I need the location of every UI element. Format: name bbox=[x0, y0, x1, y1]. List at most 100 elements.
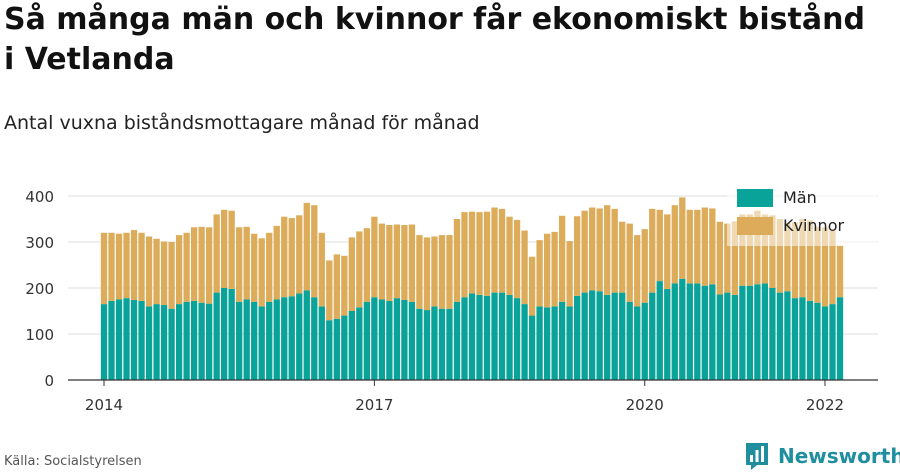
bar-men bbox=[739, 285, 746, 380]
bar-women bbox=[393, 224, 401, 299]
bar-men bbox=[701, 285, 708, 380]
bar-women bbox=[806, 220, 814, 301]
y-tick-label: 200 bbox=[25, 280, 54, 298]
bar-men bbox=[536, 306, 543, 380]
bar-women bbox=[589, 207, 596, 291]
bar-men bbox=[656, 281, 663, 380]
bar-men bbox=[100, 304, 108, 380]
y-tick-label: 0 bbox=[44, 372, 54, 390]
bar-women bbox=[378, 223, 386, 300]
bar-men bbox=[634, 306, 641, 380]
bar-men bbox=[130, 299, 138, 380]
bar-women bbox=[213, 214, 220, 293]
bar-men bbox=[356, 307, 363, 380]
bar-men bbox=[288, 296, 295, 380]
bar-men bbox=[694, 283, 701, 380]
bar-men bbox=[543, 307, 551, 380]
bar-men bbox=[423, 310, 431, 380]
bar-men bbox=[619, 292, 626, 380]
bar-men bbox=[168, 308, 175, 380]
bar-women bbox=[205, 227, 213, 304]
bar-women bbox=[739, 214, 746, 286]
bar-women bbox=[168, 242, 175, 309]
bar-women bbox=[709, 208, 716, 285]
bar-men bbox=[108, 300, 115, 380]
bar-women bbox=[423, 237, 431, 311]
bar-women bbox=[371, 216, 378, 298]
bar-women bbox=[573, 216, 581, 296]
bar-men bbox=[829, 304, 836, 380]
bar-men bbox=[513, 298, 521, 380]
bar-men bbox=[303, 290, 310, 380]
bar-men bbox=[431, 306, 438, 380]
bar-women bbox=[108, 232, 115, 301]
bar-women bbox=[656, 209, 663, 282]
bar-women bbox=[348, 237, 355, 311]
bar-men bbox=[160, 305, 168, 380]
bar-women bbox=[453, 219, 461, 302]
bar-men bbox=[806, 300, 814, 380]
bar-women bbox=[236, 227, 243, 302]
y-tick-label: 100 bbox=[25, 326, 54, 344]
series-women bbox=[100, 197, 844, 321]
bar-women bbox=[724, 223, 731, 293]
bar-men bbox=[183, 301, 190, 380]
bar-men bbox=[386, 300, 393, 380]
bar-women bbox=[694, 209, 701, 284]
bar-men bbox=[408, 301, 416, 380]
bar-women bbox=[641, 229, 648, 303]
bar-men bbox=[566, 306, 573, 380]
bar-men bbox=[641, 302, 648, 380]
bar-women bbox=[221, 209, 228, 288]
bar-women bbox=[145, 236, 153, 307]
bar-women bbox=[536, 240, 543, 307]
bar-women bbox=[311, 205, 318, 298]
bar-women bbox=[386, 224, 393, 301]
bar-women bbox=[791, 222, 799, 299]
bar-women bbox=[356, 231, 363, 308]
bar-women bbox=[731, 221, 739, 295]
bar-women bbox=[543, 233, 551, 308]
bar-women bbox=[596, 208, 603, 292]
legend-label-men: Män bbox=[783, 188, 817, 207]
bar-women bbox=[363, 228, 371, 302]
series-men bbox=[100, 278, 844, 380]
bar-women bbox=[716, 221, 723, 295]
source-note: Källa: Socialstyrelsen bbox=[4, 454, 142, 469]
x-tick-label: 2020 bbox=[626, 396, 664, 414]
bar-women bbox=[288, 218, 295, 297]
bar-women bbox=[138, 232, 145, 301]
bar-men bbox=[138, 300, 145, 380]
bar-women bbox=[281, 216, 288, 298]
bar-women bbox=[461, 212, 468, 298]
bar-men bbox=[243, 299, 250, 380]
newsworthy-logo-icon bbox=[746, 443, 768, 470]
bar-women bbox=[115, 233, 123, 300]
bar-men bbox=[589, 290, 596, 380]
bar-women bbox=[761, 214, 769, 284]
bar-women bbox=[528, 256, 536, 316]
bar-women bbox=[814, 226, 821, 303]
bar-men bbox=[716, 294, 723, 380]
bar-men bbox=[401, 299, 408, 380]
bar-women bbox=[130, 230, 138, 300]
bar-men bbox=[769, 288, 776, 380]
bar-men bbox=[814, 302, 821, 380]
chart-subtitle: Antal vuxna biståndsmottagare månad för … bbox=[4, 112, 480, 134]
legend-item-men: Män bbox=[737, 188, 817, 207]
bar-women bbox=[416, 235, 423, 309]
bar-women bbox=[273, 225, 280, 300]
brand[interactable]: Newsworthy bbox=[744, 440, 900, 472]
bar-women bbox=[754, 210, 761, 285]
bar-men bbox=[461, 297, 468, 380]
bar-women bbox=[431, 236, 438, 307]
bar-men bbox=[213, 292, 220, 380]
legend: Män Kvinnor bbox=[727, 184, 877, 246]
brand-name: Newsworthy bbox=[778, 444, 900, 468]
bar-men bbox=[251, 301, 258, 380]
bar-men bbox=[468, 293, 476, 380]
y-tick-label: 300 bbox=[25, 234, 54, 252]
bar-men bbox=[761, 283, 769, 380]
bar-men bbox=[664, 288, 671, 380]
